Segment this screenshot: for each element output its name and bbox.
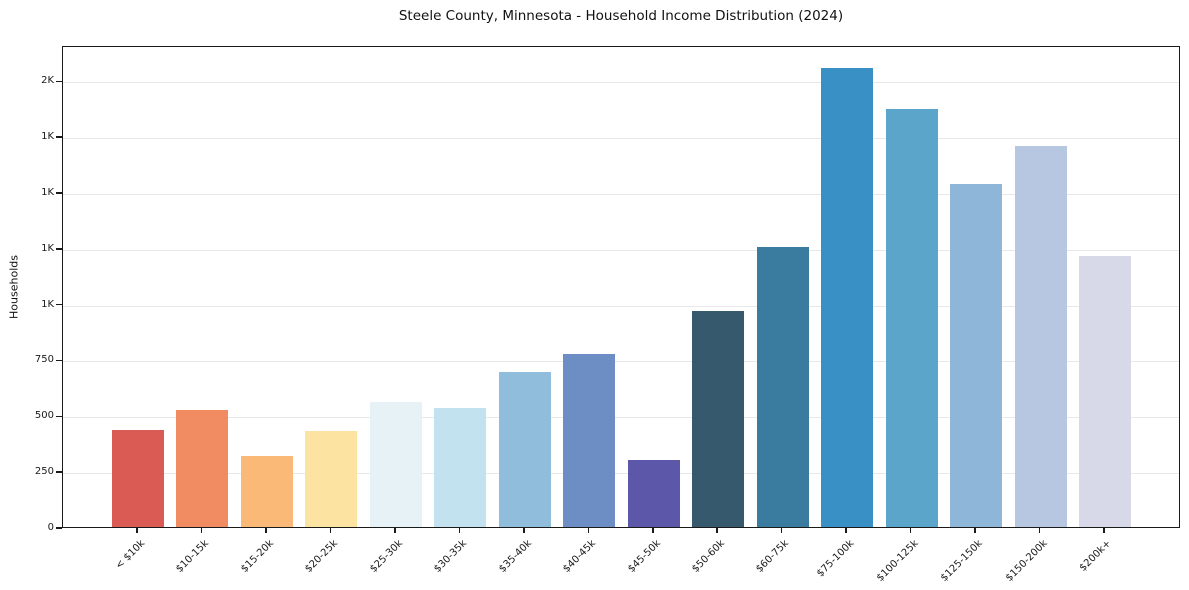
y-tick-label: 2K bbox=[41, 75, 54, 87]
plot-area bbox=[62, 46, 1180, 528]
x-tick-mark bbox=[909, 528, 912, 533]
x-tick-mark bbox=[136, 528, 138, 533]
y-tick-mark bbox=[56, 471, 62, 473]
gridline bbox=[63, 305, 1179, 307]
bar-$30-35k bbox=[434, 407, 487, 527]
y-tick-label: 1K bbox=[41, 242, 54, 254]
bar-$10-15k bbox=[176, 409, 229, 527]
bar-$60-75k bbox=[756, 246, 809, 527]
bar-$20-25k bbox=[305, 430, 358, 527]
x-tick-mark bbox=[780, 528, 783, 533]
y-tick-label: 500 bbox=[34, 410, 54, 422]
gridline bbox=[63, 417, 1179, 419]
y-tick-mark bbox=[56, 80, 62, 83]
gridline bbox=[63, 249, 1179, 251]
x-tick-mark bbox=[587, 528, 590, 533]
y-tick-label: 1K bbox=[41, 131, 54, 143]
gridline bbox=[63, 473, 1179, 475]
chart-title: Steele County, Minnesota - Household Inc… bbox=[398, 8, 844, 24]
y-tick-mark bbox=[56, 415, 62, 418]
gridline bbox=[63, 138, 1179, 140]
x-tick-mark bbox=[845, 528, 847, 533]
bar-$40-45k bbox=[563, 353, 616, 527]
gridline bbox=[63, 361, 1179, 363]
bar-$15-20k bbox=[240, 455, 293, 527]
bar-$100-125k bbox=[885, 109, 938, 527]
x-tick-mark bbox=[265, 528, 267, 533]
y-tick-mark bbox=[56, 136, 62, 138]
bar-$35-40k bbox=[498, 371, 551, 527]
bar-< $10k bbox=[112, 429, 164, 527]
x-tick-mark bbox=[394, 528, 396, 533]
y-tick-label: 250 bbox=[34, 466, 54, 478]
y-tick-mark bbox=[56, 192, 62, 194]
bar-$45-50k bbox=[627, 460, 680, 527]
x-tick-mark bbox=[716, 528, 718, 533]
x-tick-mark bbox=[200, 528, 203, 533]
x-tick-mark bbox=[1038, 528, 1041, 533]
gridline bbox=[63, 193, 1179, 195]
y-tick-mark bbox=[56, 527, 62, 529]
y-tick-mark bbox=[56, 248, 62, 250]
bar-$25-30k bbox=[369, 401, 422, 527]
y-tick-mark bbox=[56, 359, 62, 362]
x-tick-mark bbox=[652, 528, 654, 533]
y-tick-label: 0 bbox=[47, 522, 54, 533]
y-tick-label: 1K bbox=[41, 186, 54, 198]
bar-$50-60k bbox=[692, 311, 745, 527]
y-tick-mark bbox=[56, 303, 62, 306]
bar-$150-200k bbox=[1014, 146, 1067, 527]
bar-$200k+ bbox=[1079, 255, 1132, 527]
bar-$75-100k bbox=[821, 68, 874, 527]
bar-$125-150k bbox=[950, 184, 1003, 527]
x-tick-mark bbox=[458, 528, 461, 533]
y-tick-label: 1K bbox=[41, 298, 54, 310]
x-tick-mark bbox=[329, 528, 332, 533]
y-tick-label: 750 bbox=[34, 354, 54, 366]
x-tick-mark bbox=[523, 528, 525, 533]
x-tick-mark bbox=[974, 528, 976, 533]
x-tick-mark bbox=[1103, 528, 1105, 533]
gridline bbox=[63, 82, 1179, 84]
